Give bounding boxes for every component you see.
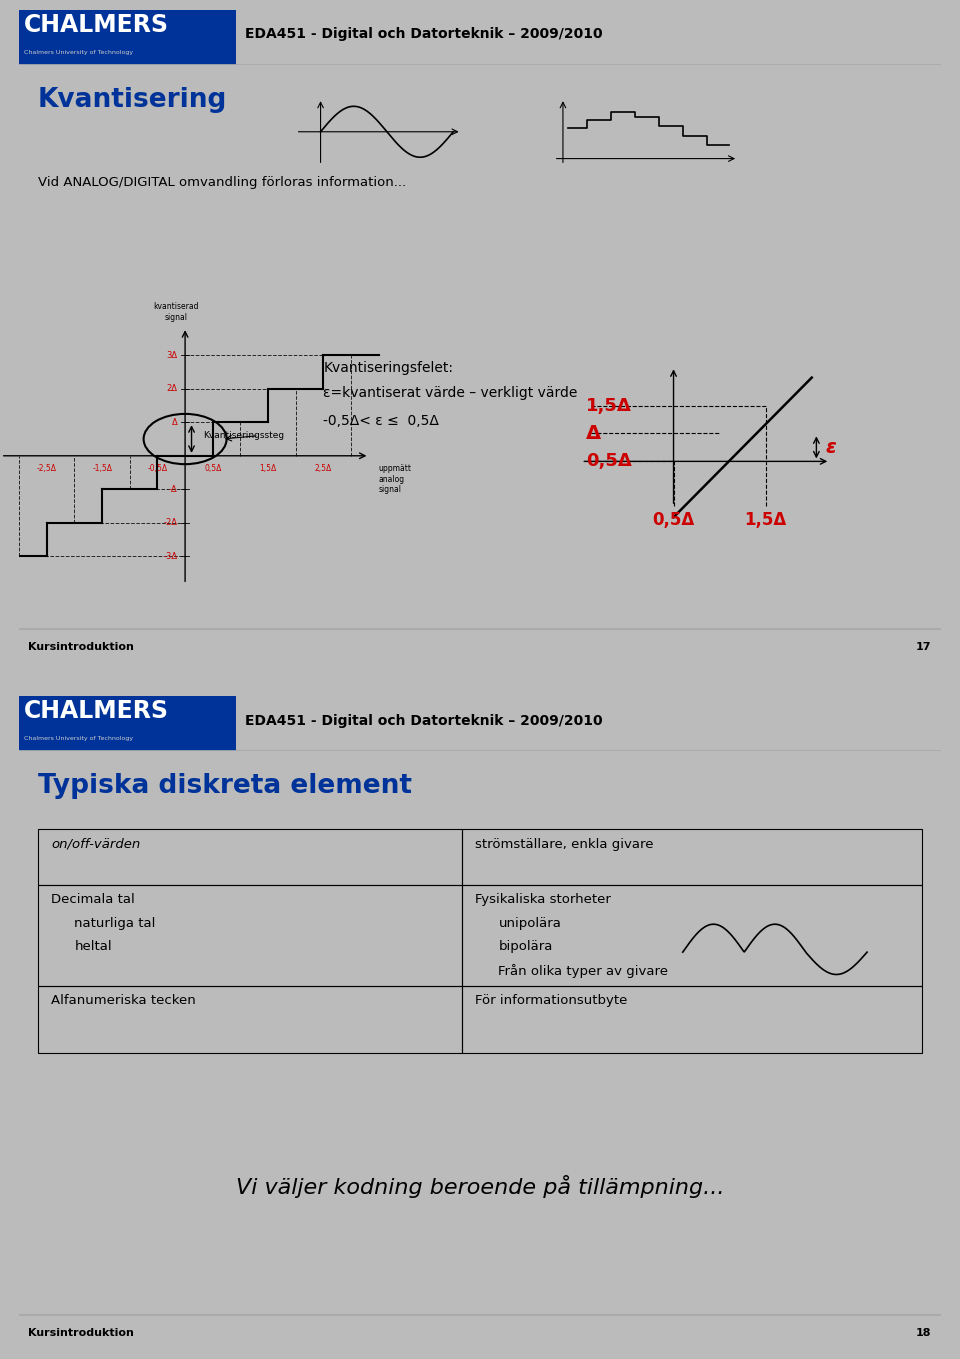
Text: Typiska diskreta element: Typiska diskreta element [37,773,412,799]
Text: 1,5Δ: 1,5Δ [586,397,632,414]
Text: Fysikaliska storheter: Fysikaliska storheter [475,893,612,906]
Text: Kvantisering: Kvantisering [37,87,227,113]
Bar [462,829,923,885]
Text: heltal: heltal [75,940,112,954]
Text: 17: 17 [916,641,931,651]
Text: För informationsutbyte: För informationsutbyte [475,993,628,1007]
Bar [462,985,923,1053]
Text: -1,5Δ: -1,5Δ [92,465,112,473]
Text: CHALMERS: CHALMERS [24,14,169,37]
Bar [37,885,462,985]
Text: unipolära: unipolära [498,917,562,930]
Text: Decimala tal: Decimala tal [52,893,135,906]
Text: Vid ANALOG/DIGITAL omvandling förloras information...: Vid ANALOG/DIGITAL omvandling förloras i… [37,177,406,189]
Text: Kursintroduktion: Kursintroduktion [29,1328,134,1337]
Bar [462,885,923,985]
Text: bipolära: bipolära [498,940,553,954]
Text: ε: ε [826,438,836,457]
Text: Chalmers University of Technology: Chalmers University of Technology [24,50,132,56]
Text: Kvantiseringssteg: Kvantiseringssteg [204,431,285,440]
Text: 2Δ: 2Δ [167,385,178,393]
Text: uppmätt
analog
signal: uppmätt analog signal [378,465,412,493]
Text: Chalmers University of Technology: Chalmers University of Technology [24,737,132,742]
Text: -2,5Δ: -2,5Δ [36,465,57,473]
Text: 0,5Δ: 0,5Δ [653,511,695,529]
Bar [19,10,236,65]
Text: EDA451 - Digital och Datorteknik – 2009/2010: EDA451 - Digital och Datorteknik – 2009/… [245,713,603,727]
Text: -3Δ: -3Δ [163,552,178,561]
Text: Δ: Δ [172,417,178,427]
Text: Kvantiseringsfelet:: Kvantiseringsfelet: [324,361,453,375]
Text: 18: 18 [916,1328,931,1337]
Text: Från olika typer av givare: Från olika typer av givare [498,964,668,978]
Text: naturliga tal: naturliga tal [75,917,156,930]
Text: EDA451 - Digital och Datorteknik – 2009/2010: EDA451 - Digital och Datorteknik – 2009/… [245,27,603,41]
Text: Vi väljer kodning beroende på tillämpning...: Vi väljer kodning beroende på tillämpnin… [236,1176,724,1199]
Text: 2,5Δ: 2,5Δ [315,465,332,473]
Text: ε=kvantiserat värde – verkligt värde: ε=kvantiserat värde – verkligt värde [324,386,578,400]
Text: Kursintroduktion: Kursintroduktion [29,641,134,651]
Text: -0,5Δ: -0,5Δ [148,465,167,473]
Text: 3Δ: 3Δ [167,351,178,360]
Text: 0,5Δ: 0,5Δ [204,465,222,473]
Text: on/off-värden: on/off-värden [52,837,141,851]
Text: Alfanumeriska tecken: Alfanumeriska tecken [52,993,196,1007]
Text: -0,5Δ< ε ≤  0,5Δ: -0,5Δ< ε ≤ 0,5Δ [324,414,440,428]
Text: 1,5Δ: 1,5Δ [259,465,276,473]
Text: Δ: Δ [586,424,601,443]
Text: 1,5Δ: 1,5Δ [745,511,787,529]
Text: -Δ: -Δ [169,485,178,493]
Bar [37,985,462,1053]
Bar [37,829,462,885]
Bar [19,696,236,752]
Text: kvantiserad
signal: kvantiserad signal [154,302,199,322]
Text: -2Δ: -2Δ [164,518,178,527]
Text: 0,5Δ: 0,5Δ [586,453,632,470]
Text: strömställare, enkla givare: strömställare, enkla givare [475,837,654,851]
Text: CHALMERS: CHALMERS [24,700,169,723]
